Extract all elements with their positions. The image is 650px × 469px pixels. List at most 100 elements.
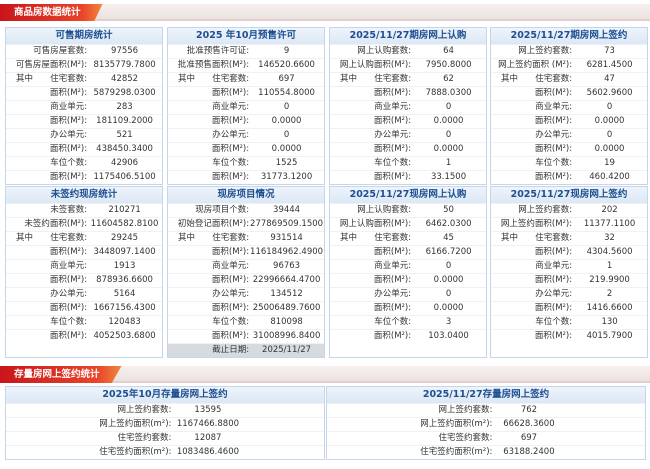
data-row: 网上签约面积(m²): 66628.3600 xyxy=(327,417,645,431)
row-label: 批准预售面积(M²): xyxy=(177,60,250,70)
row-label: 面积(M²): xyxy=(373,247,412,257)
row-value: 4015.7900 xyxy=(586,331,633,341)
data-row: 面积(M²): 31008996.8400 xyxy=(168,329,324,343)
data-row: 网上认购面积(M²): 7950.8000 xyxy=(330,58,486,72)
panel-title: 可售期房统计 xyxy=(6,28,162,44)
row-value: 5602.9600 xyxy=(586,88,633,98)
data-row: 面积(M²): 1667156.4300 xyxy=(6,301,162,315)
row-label: 车位个数: xyxy=(50,317,88,327)
data-row: 办公单元: 521 xyxy=(6,128,162,142)
row-value: 283 xyxy=(116,102,133,112)
row-value: 1167466.8800 xyxy=(176,419,240,429)
data-row: 住宅签约面积(m²): 63188.2400 xyxy=(327,445,645,459)
data-row: 商业单元: 1 xyxy=(491,259,647,273)
row-value: 460.4200 xyxy=(589,172,630,182)
panel-title: 2025/11/27期房网上签约 xyxy=(491,28,647,44)
data-row: 面积(M²): 6166.7200 xyxy=(330,245,486,259)
data-row: 网上认购套数: 64 xyxy=(330,44,486,58)
panel: 可售期房统计 可售房屋套数: 97556 可售房屋面积(M²): 8135779.780… xyxy=(5,27,163,185)
row-value: 1 xyxy=(606,261,613,271)
row-value: 1 xyxy=(445,158,452,168)
panel: 2025/11/27现房网上签约 网上签约套数: 202 网上签约面积(M²): 113… xyxy=(490,186,648,358)
row-label: 住宅签约套数: xyxy=(438,433,493,443)
row-value: 19 xyxy=(604,158,615,168)
row-label: 网上签约面积 (M²): xyxy=(498,60,573,70)
row-value: 0.0000 xyxy=(433,275,464,285)
data-row: 商业单元: 1913 xyxy=(6,259,162,273)
row-label: 面积(M²): xyxy=(373,303,412,313)
row-value: 97556 xyxy=(111,46,139,56)
data-row: 办公单元: 0 xyxy=(491,128,647,142)
row-value: 210271 xyxy=(108,205,141,215)
data-row: 车位个数: 19 xyxy=(491,156,647,170)
row-value: 0.0000 xyxy=(433,303,464,313)
data-row: 面积(M²): 438450.3400 xyxy=(6,142,162,156)
data-row: 网上认购面积(M²): 6462.0300 xyxy=(330,217,486,231)
data-row: 面积(M²): 5879298.0300 xyxy=(6,86,162,100)
data-row: 车位个数: 130 xyxy=(491,315,647,329)
row-label: 面积(M²): xyxy=(534,172,573,182)
row-label: 面积(M²): xyxy=(211,116,250,126)
row-label: 网上签约套数: xyxy=(438,405,493,415)
row-label: 住宅套数: xyxy=(374,74,412,84)
data-row: 面积(M²): 878936.6600 xyxy=(6,273,162,287)
row-label: 住宅套数: xyxy=(374,233,412,243)
row-label: 面积(M²): xyxy=(49,331,88,341)
row-label: 面积(M²): xyxy=(49,275,88,285)
row-value: 1913 xyxy=(113,261,136,271)
row-label: 初始登记面积(M²): xyxy=(177,219,250,229)
panel-title: 现房项目情况 xyxy=(168,187,324,203)
row-value: 1416.6600 xyxy=(586,303,633,313)
data-row: 面积(M²): 116184962.4900 xyxy=(168,245,324,259)
row-value: 810098 xyxy=(270,317,303,327)
row-label: 网上签约面积(M²): xyxy=(500,219,573,229)
row-value: 1525 xyxy=(275,158,298,168)
row-label: 面积(M²): xyxy=(534,144,573,154)
row-label: 网上认购套数: xyxy=(357,205,412,215)
data-row: 未签约面积(M²): 11604582.8100 xyxy=(6,217,162,231)
row-value: 0.0000 xyxy=(271,116,302,126)
row-value: 96763 xyxy=(273,261,301,271)
data-row: 住宅签约套数: 697 xyxy=(327,431,645,445)
row-label: 面积(M²): xyxy=(373,331,412,341)
row-label: 住宅套数: xyxy=(50,74,88,84)
row-value: 62 xyxy=(443,74,454,84)
row-value: 9 xyxy=(283,46,290,56)
row-label: 网上签约套数: xyxy=(518,46,573,56)
row-label: 面积(M²): xyxy=(49,172,88,182)
panel: 2025/11/27期房网上签约 网上签约套数: 73 网上签约面积 (M²): 628… xyxy=(490,27,648,185)
row-value: 50 xyxy=(443,205,454,215)
row-group: 其中 xyxy=(16,233,34,243)
row-value: 7950.8000 xyxy=(425,60,472,70)
row-value: 1667156.4300 xyxy=(93,303,156,313)
row-label: 面积(M²): xyxy=(211,144,250,154)
data-row: 面积(M²): 0.0000 xyxy=(168,142,324,156)
data-row: 面积(M²): 0.0000 xyxy=(168,114,324,128)
row-label: 住宅签约面积(m²): xyxy=(99,447,172,457)
data-row: 面积(M²): 0.0000 xyxy=(330,114,486,128)
footer-label: 截止日期: xyxy=(212,345,250,355)
row-label: 可售房屋套数: xyxy=(33,46,88,56)
data-row: 住宅签约面积(m²): 1083486.4600 xyxy=(6,445,324,459)
row-label: 商业单元: xyxy=(50,102,88,112)
row-label: 住宅套数: xyxy=(212,74,250,84)
row-value: 42906 xyxy=(111,158,139,168)
row-value: 22996664.4700 xyxy=(252,275,321,285)
row-label: 住宅套数: xyxy=(212,233,250,243)
row-label: 网上签约套数: xyxy=(117,405,172,415)
row-label: 网上认购面积(M²): xyxy=(339,60,412,70)
row-label: 车位个数: xyxy=(212,317,250,327)
row-value: 6462.0300 xyxy=(425,219,472,229)
row-label: 网上签约套数: xyxy=(518,205,573,215)
data-row: 商业单元: 0 xyxy=(330,100,486,114)
row-value: 6281.4500 xyxy=(586,60,633,70)
data-row: 其中 住宅套数: 29245 xyxy=(6,231,162,245)
row-value: 2 xyxy=(606,289,613,299)
data-row: 面积(M²): 181109.2000 xyxy=(6,114,162,128)
row-value: 1175406.5100 xyxy=(93,172,156,182)
data-row: 网上签约套数: 13595 xyxy=(6,403,324,417)
data-row: 办公单元: 134512 xyxy=(168,287,324,301)
data-row: 其中 住宅套数: 32 xyxy=(491,231,647,245)
row-label: 未签套数: xyxy=(50,205,88,215)
row-label: 网上签约面积(m²): xyxy=(420,419,493,429)
